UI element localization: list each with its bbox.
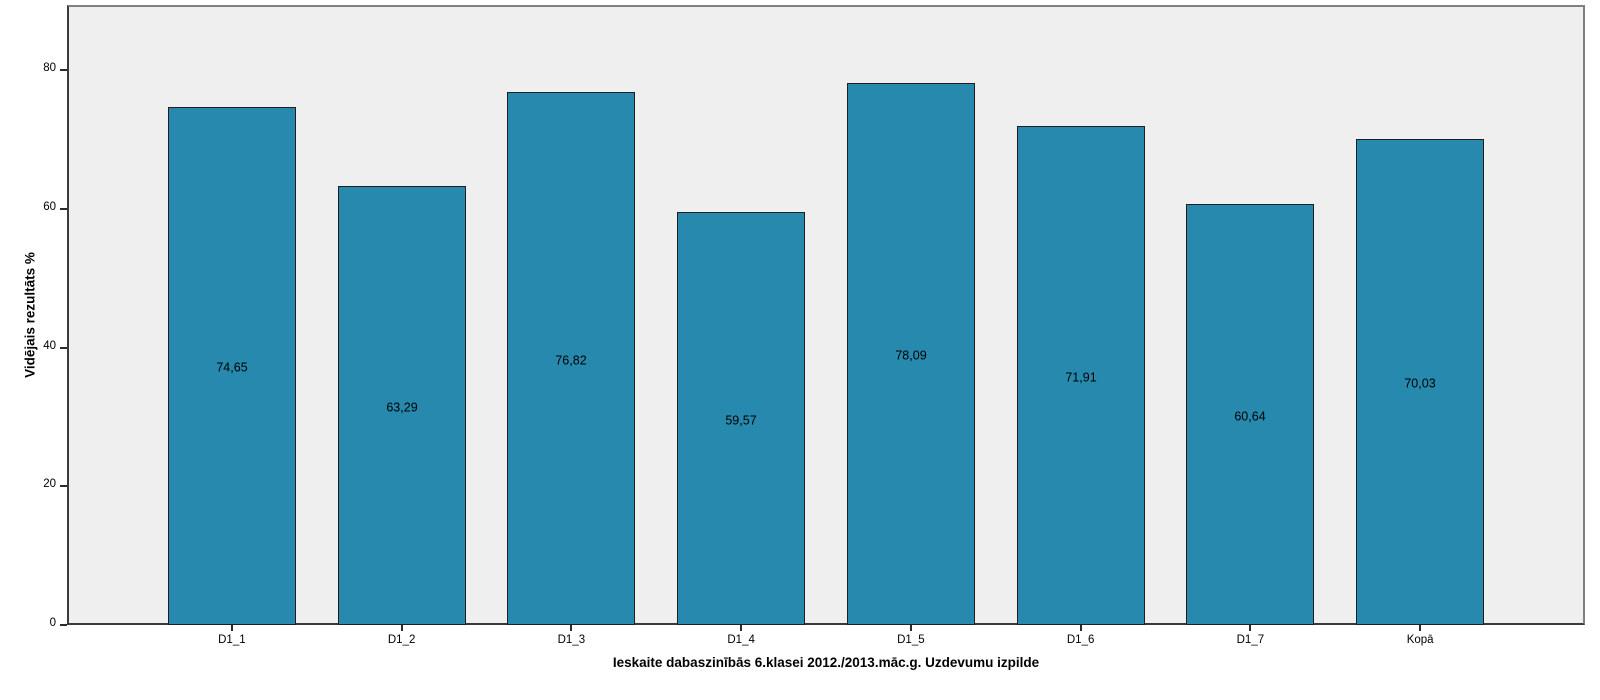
x-tick-mark xyxy=(570,625,573,631)
bar: 63,29 xyxy=(338,186,466,625)
x-tick-label: D1_4 xyxy=(727,634,755,646)
y-tick-mark xyxy=(60,346,67,349)
x-tick-mark xyxy=(909,625,912,631)
y-tick-label: 60 xyxy=(43,200,56,213)
x-tick-label: D1_3 xyxy=(557,634,586,646)
plot-area xyxy=(67,5,1585,625)
y-tick-label: 80 xyxy=(43,62,56,75)
bar-value-label: 59,57 xyxy=(725,412,757,427)
x-tick-label: D1_6 xyxy=(1066,634,1095,646)
bar-value-label: 60,64 xyxy=(1234,408,1266,423)
y-tick-label: 0 xyxy=(49,617,56,629)
y-axis-title: Vidējais rezultāts % xyxy=(22,252,38,378)
bar-value-label: 70,03 xyxy=(1404,376,1436,391)
x-tick-mark xyxy=(740,625,743,631)
bar: 70,03 xyxy=(1356,139,1484,625)
bar-value-label: 63,29 xyxy=(386,399,418,414)
y-tick-label: 20 xyxy=(43,478,56,491)
bar: 78,09 xyxy=(847,83,975,625)
bar: 59,57 xyxy=(677,212,805,625)
bar: 71,91 xyxy=(1017,126,1145,625)
bar-value-label: 74,65 xyxy=(216,360,248,375)
bar: 74,65 xyxy=(168,107,296,625)
x-tick-mark xyxy=(230,625,233,631)
x-tick-mark xyxy=(1419,625,1422,631)
x-tick-mark xyxy=(1079,625,1082,631)
bar: 60,64 xyxy=(1186,204,1314,625)
bar: 76,82 xyxy=(507,92,635,625)
bar-value-label: 71,91 xyxy=(1065,369,1097,384)
bar-value-label: 76,82 xyxy=(555,352,587,367)
bar-value-label: 78,09 xyxy=(895,348,927,363)
y-tick-mark xyxy=(60,624,67,626)
x-tick-label: Kopā xyxy=(1406,634,1434,646)
y-tick-mark xyxy=(60,485,67,488)
x-tick-mark xyxy=(1249,625,1252,631)
y-tick-mark xyxy=(60,69,67,72)
x-tick-label: D1_1 xyxy=(218,634,246,646)
x-tick-label: D1_5 xyxy=(897,634,925,646)
x-tick-mark xyxy=(400,625,403,631)
y-tick-label: 40 xyxy=(43,339,56,352)
x-tick-label: D1_2 xyxy=(387,634,416,646)
x-tick-label: D1_7 xyxy=(1236,634,1265,646)
x-axis-title: Ieskaite dabaszinībās 6.klasei 2012./201… xyxy=(612,655,1040,670)
y-tick-mark xyxy=(60,207,67,210)
